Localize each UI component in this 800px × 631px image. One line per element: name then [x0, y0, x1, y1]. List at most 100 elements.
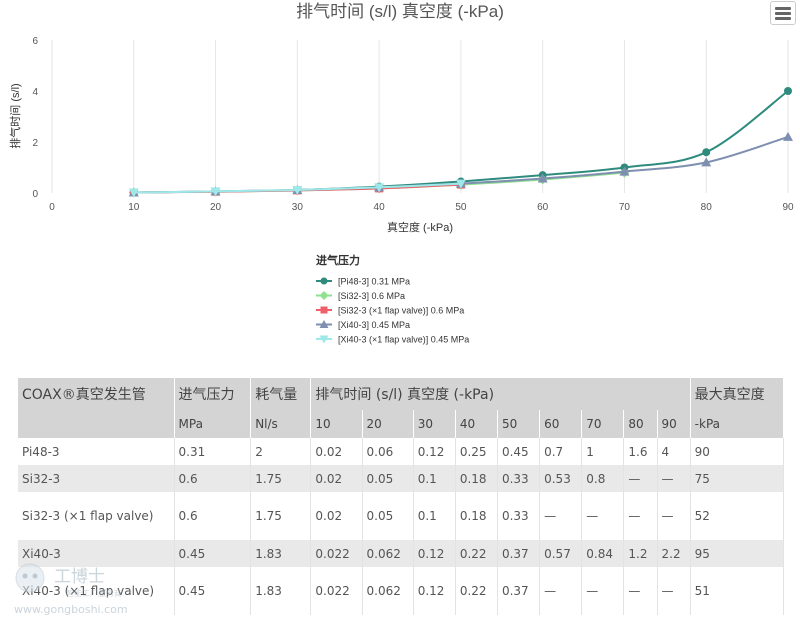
data-point	[455, 179, 466, 189]
series-group	[128, 179, 466, 198]
table-cell: 0.1	[413, 465, 456, 492]
y-axis: 0 2 4 6	[32, 36, 38, 200]
table-cell: 0.45	[174, 567, 252, 615]
table-unit: Nl/s	[250, 410, 312, 438]
table-cell: 0.22	[455, 567, 498, 615]
table-header-model: COAX®真空发生管	[18, 378, 175, 410]
table-unit: 10	[310, 410, 363, 438]
table-cell: 0.8	[581, 465, 625, 492]
table-cell: 0.37	[497, 540, 541, 567]
x-tick-label: 70	[619, 202, 631, 213]
table-cell: 0.31	[174, 438, 252, 465]
data-point	[128, 188, 139, 198]
table-cell: 2.2	[657, 540, 691, 567]
table-unit: MPa	[174, 410, 252, 438]
table-cell: 0.12	[413, 567, 456, 615]
table-header-evacuation: 排气时间 (s/l) 真空度 (-kPa)	[310, 378, 691, 410]
legend-label: [Pi48-3] 0.31 MPa	[338, 277, 410, 287]
x-tick-label: 90	[782, 202, 794, 213]
legend-item: [Xi40-3 (×1 flap valve)] 0.45 MPa	[316, 335, 469, 345]
table-cell: Xi40-3	[18, 540, 175, 567]
x-tick-label: 50	[455, 202, 467, 213]
table-units-row: MPa Nl/s 10 20 30 40 50 60 70 80 90 -kPa	[18, 410, 785, 438]
data-point	[319, 291, 329, 300]
table-cell: —	[623, 465, 658, 492]
y-tick-label: 2	[32, 138, 38, 149]
table-unit: 60	[539, 410, 583, 438]
table-cell: 0.25	[455, 438, 498, 465]
table-cell: 0.37	[497, 567, 541, 615]
table-cell: 1.75	[250, 465, 312, 492]
chart-menu-button[interactable]	[770, 1, 796, 25]
data-table: COAX®真空发生管 进气压力 耗气量 排气时间 (s/l) 真空度 (-kPa…	[18, 378, 785, 615]
table-row: Xi40-3 0.45 1.83 0.022 0.062 0.12 0.22 0.37 0.57…	[18, 540, 785, 567]
table-unit: 20	[362, 410, 414, 438]
legend-label: [Xi40-3 (×1 flap valve)] 0.45 MPa	[338, 335, 469, 345]
table-unit: 40	[455, 410, 498, 438]
table-cell: 0.45	[174, 540, 252, 567]
table-cell: Xi40-3 (×1 flap valve)	[18, 567, 175, 615]
table-cell: 1	[581, 438, 625, 465]
table-cell: 90	[690, 438, 785, 465]
data-point	[210, 187, 221, 197]
table-cell: 0.02	[310, 492, 363, 540]
table-header-consumption: 耗气量	[250, 378, 312, 410]
table-header-pressure: 进气压力	[174, 378, 252, 410]
legend-item: [Si32-3 (×1 flap valve)] 0.6 MPa	[316, 306, 464, 316]
y-tick-label: 0	[32, 189, 38, 200]
x-tick-label: 80	[701, 202, 713, 213]
table-cell: 0.7	[539, 438, 583, 465]
hamburger-menu-icon	[775, 7, 791, 20]
legend-label: [Si32-3] 0.6 MPa	[338, 291, 405, 301]
legend-label: [Xi40-3] 0.45 MPa	[338, 320, 410, 330]
chart-series	[128, 87, 793, 198]
x-tick-label: 40	[374, 202, 386, 213]
table-cell: —	[657, 465, 691, 492]
table-cell: —	[581, 492, 625, 540]
data-point	[784, 87, 792, 95]
table-cell: —	[539, 492, 583, 540]
table-cell: 95	[690, 540, 785, 567]
x-tick-label: 60	[537, 202, 549, 213]
table-cell: 0.18	[455, 465, 498, 492]
table-unit: 50	[497, 410, 541, 438]
table-cell: 0.02	[310, 438, 363, 465]
legend-title: 进气压力	[316, 253, 360, 267]
table-cell: 0.53	[539, 465, 583, 492]
table-cell: 0.22	[455, 540, 498, 567]
table-cell: 0.33	[497, 465, 541, 492]
data-point	[702, 148, 711, 157]
table-cell: 0.12	[413, 438, 456, 465]
x-tick-label: 0	[49, 202, 55, 213]
x-axis: 0 10 20 30 40 50 60 70 80 90	[49, 202, 794, 213]
table-cell: 0.06	[362, 438, 414, 465]
table-cell: 1.83	[250, 567, 312, 615]
data-point	[374, 183, 385, 193]
y-axis-label: 排气时间 (s/l)	[8, 83, 22, 148]
table-unit: -kPa	[690, 410, 785, 438]
table-cell: 0.02	[310, 465, 363, 492]
data-point	[319, 320, 329, 328]
chart-title: 排气时间 (s/l) 真空度 (-kPa)	[296, 2, 504, 21]
table-cell: 0.18	[455, 492, 498, 540]
table-cell: 0.05	[362, 492, 414, 540]
data-point	[292, 185, 303, 195]
table-cell: —	[581, 567, 625, 615]
data-point	[320, 277, 328, 285]
table-cell: 1.6	[623, 438, 658, 465]
table-cell: 0.57	[539, 540, 583, 567]
chart: 排气时间 (s/l) 真空度 (-kPa) 0 2 4 6 0 10 20 30 40 50 60…	[8, 2, 794, 345]
table-cell: 0.6	[174, 465, 252, 492]
table-row: Xi40-3 (×1 flap valve) 0.45 1.83 0.022 0.062…	[18, 567, 785, 615]
table-cell: 0.6	[174, 492, 252, 540]
x-tick-label: 30	[292, 202, 304, 213]
legend-item: [Xi40-3] 0.45 MPa	[316, 320, 410, 330]
table-cell: —	[623, 492, 658, 540]
table-cell: 51	[690, 567, 785, 615]
x-axis-label: 真空度 (-kPa)	[387, 220, 453, 234]
table-cell: 0.05	[362, 465, 414, 492]
legend: [Pi48-3] 0.31 MPa [Si32-3] 0.6 MPa [Si32-3…	[316, 277, 469, 345]
table-cell: 1.83	[250, 540, 312, 567]
table-header-max-vacuum: 最大真空度	[690, 378, 785, 410]
table-row: Si32-3 (×1 flap valve) 0.6 1.75 0.02 0.05 0.1…	[18, 492, 785, 540]
